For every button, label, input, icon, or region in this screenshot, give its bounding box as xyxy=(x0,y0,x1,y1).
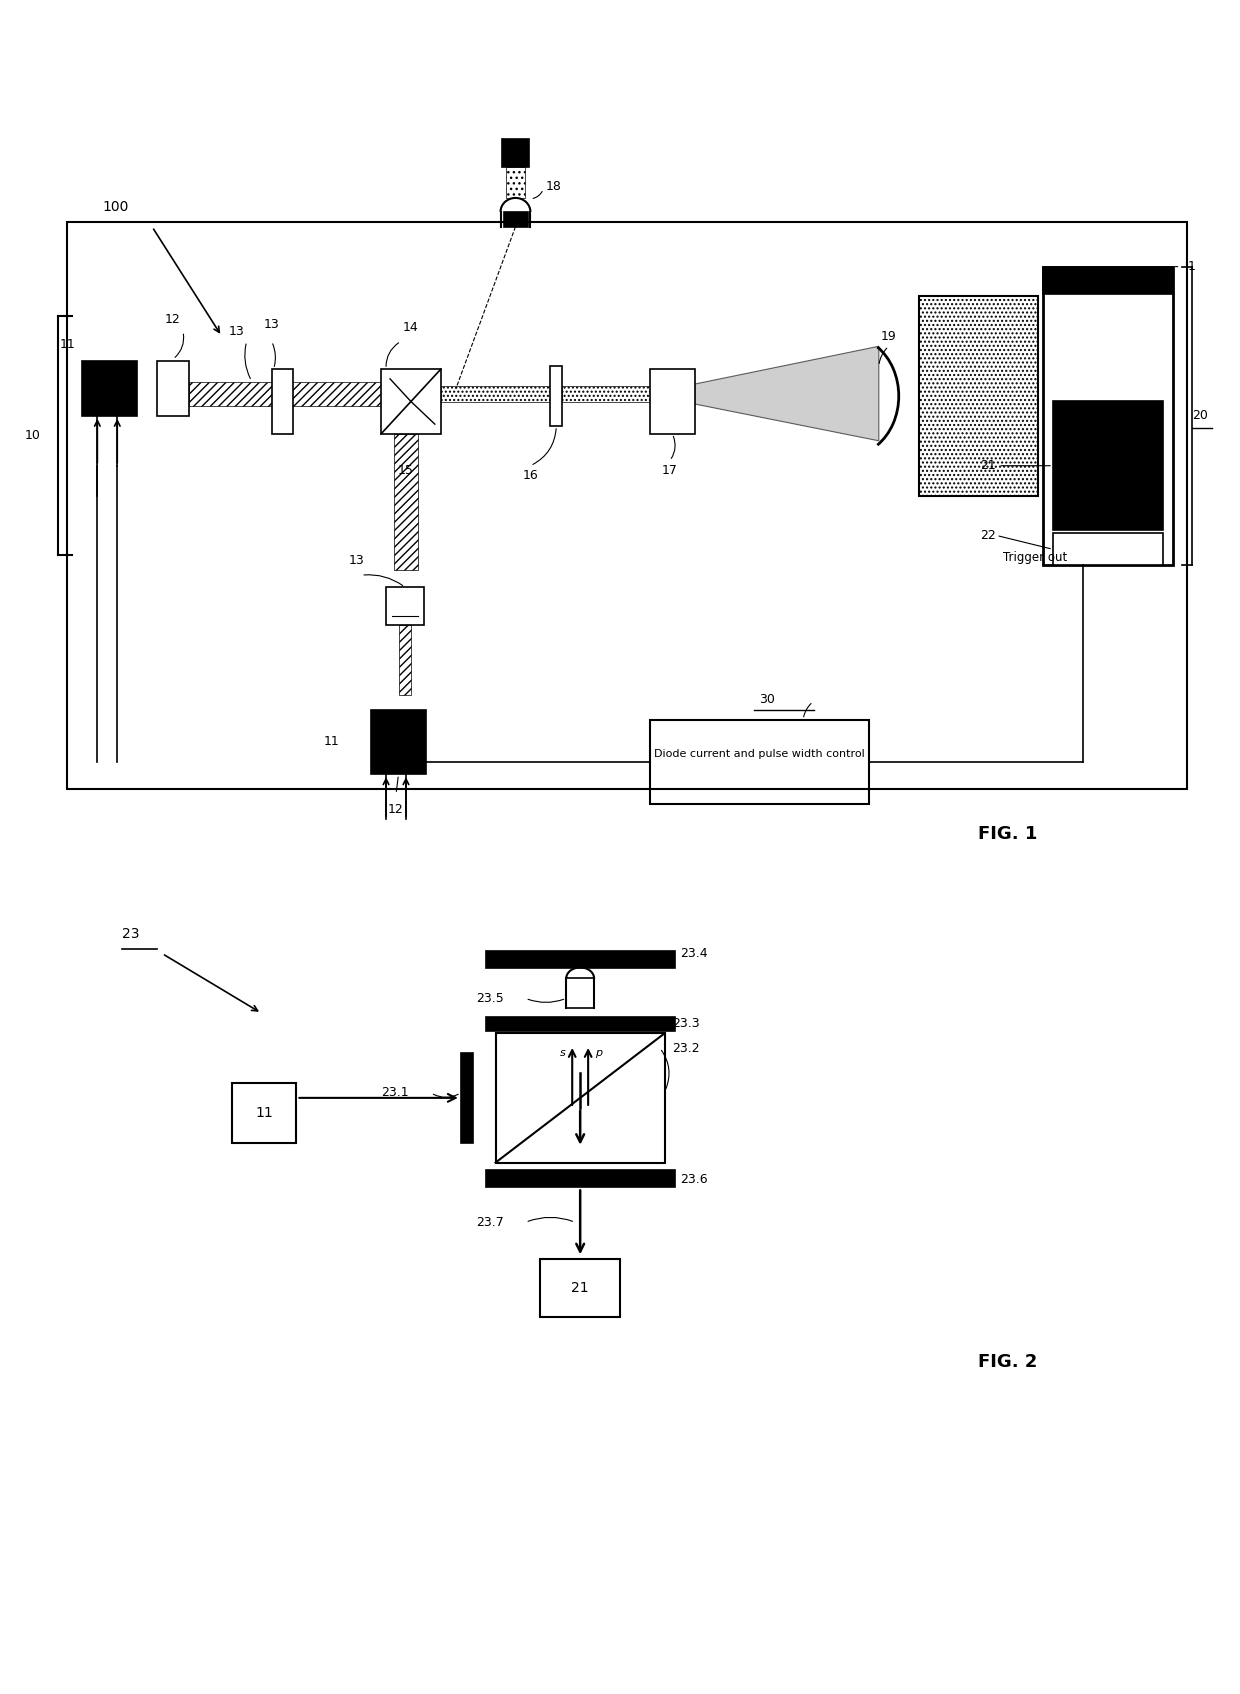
Text: 19: 19 xyxy=(880,330,897,342)
Bar xyxy=(381,369,440,434)
Text: 23.7: 23.7 xyxy=(476,1216,503,1228)
Bar xyxy=(506,168,526,198)
Text: 30: 30 xyxy=(759,693,775,706)
Bar xyxy=(503,212,528,227)
Text: Diode current and pulse width control: Diode current and pulse width control xyxy=(653,749,864,759)
Bar xyxy=(919,296,1038,496)
Bar xyxy=(551,366,562,425)
Bar xyxy=(157,361,188,417)
Bar xyxy=(1053,401,1163,530)
Text: 13: 13 xyxy=(348,554,365,567)
Text: 18: 18 xyxy=(546,181,562,193)
Bar xyxy=(541,1259,620,1316)
Bar xyxy=(562,386,650,401)
Bar xyxy=(82,361,138,417)
Text: 1: 1 xyxy=(1188,261,1195,273)
Text: 23: 23 xyxy=(123,927,140,940)
Bar xyxy=(272,369,294,434)
Polygon shape xyxy=(694,346,879,440)
Text: 10: 10 xyxy=(25,429,41,442)
Text: 23.1: 23.1 xyxy=(381,1086,409,1099)
Text: 23.5: 23.5 xyxy=(476,991,503,1005)
Bar xyxy=(1053,534,1163,566)
Bar xyxy=(232,1082,296,1143)
Text: 13: 13 xyxy=(264,318,279,332)
Text: p: p xyxy=(594,1049,601,1059)
Text: 13: 13 xyxy=(229,325,244,337)
Bar xyxy=(486,950,675,969)
Text: 22: 22 xyxy=(981,529,996,542)
Bar xyxy=(440,386,551,401)
Bar xyxy=(650,369,694,434)
Bar xyxy=(461,1054,472,1143)
Bar xyxy=(501,139,529,168)
Text: 16: 16 xyxy=(522,469,538,483)
Text: FIG. 2: FIG. 2 xyxy=(978,1354,1038,1370)
Bar xyxy=(1043,266,1173,295)
Bar xyxy=(394,434,418,571)
Text: FIG. 1: FIG. 1 xyxy=(978,825,1038,844)
Bar xyxy=(371,710,425,774)
Bar xyxy=(496,1033,665,1162)
Text: 23.2: 23.2 xyxy=(672,1042,699,1055)
Text: 20: 20 xyxy=(1193,410,1208,422)
Text: 21: 21 xyxy=(981,459,996,473)
Text: 21: 21 xyxy=(572,1281,589,1294)
Bar xyxy=(188,383,420,407)
Text: 12: 12 xyxy=(165,313,181,327)
Bar xyxy=(486,1016,675,1032)
Text: 23.4: 23.4 xyxy=(680,947,707,960)
Text: 17: 17 xyxy=(662,464,678,478)
Text: 100: 100 xyxy=(103,200,129,213)
Text: 11: 11 xyxy=(60,339,76,351)
Text: 11: 11 xyxy=(324,735,340,749)
Bar xyxy=(1043,266,1173,566)
Bar xyxy=(650,720,869,805)
Text: 23.3: 23.3 xyxy=(672,1016,699,1030)
Text: 23.6: 23.6 xyxy=(680,1172,707,1186)
Text: 14: 14 xyxy=(403,322,419,334)
Text: 12: 12 xyxy=(388,803,404,817)
Text: 15: 15 xyxy=(398,464,414,478)
Bar xyxy=(486,1169,675,1187)
Bar xyxy=(399,625,410,695)
Bar xyxy=(67,222,1188,789)
Text: s: s xyxy=(559,1049,565,1059)
Text: 11: 11 xyxy=(255,1106,273,1120)
Text: Trigger out: Trigger out xyxy=(1003,551,1068,564)
Bar xyxy=(386,588,424,625)
Bar xyxy=(567,979,594,1008)
